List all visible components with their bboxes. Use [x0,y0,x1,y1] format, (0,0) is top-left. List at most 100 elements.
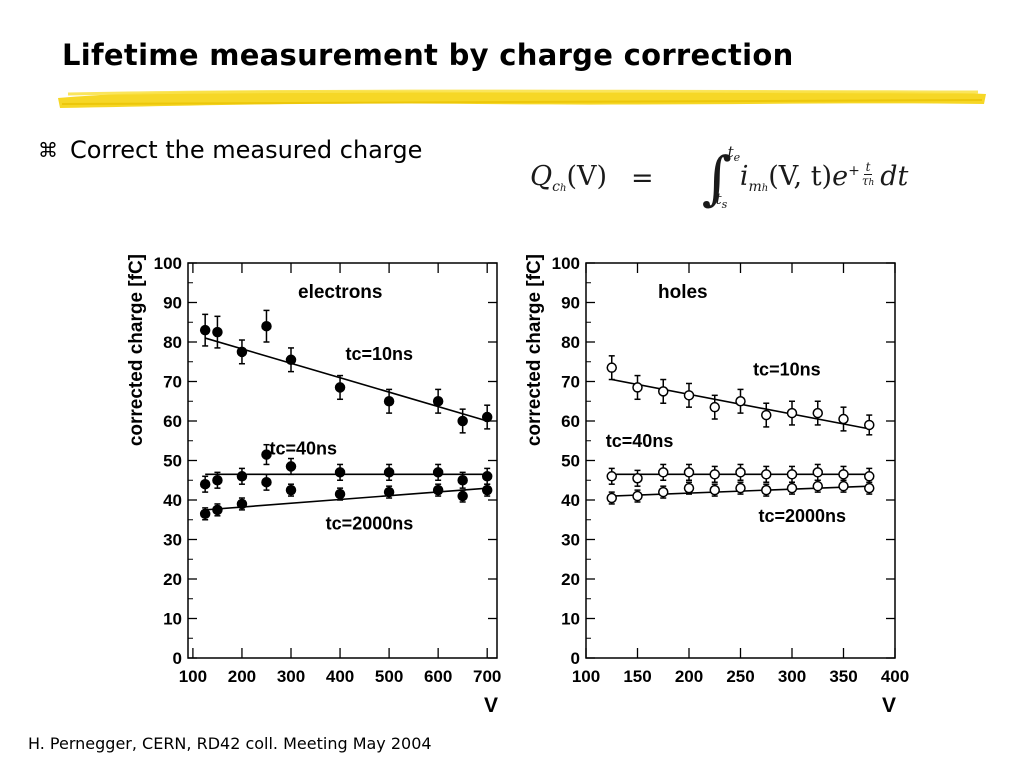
data-point [432,396,444,407]
command-key-icon: ⌘ [38,138,58,162]
y-axis-label: corrected charge [fC] [524,254,545,446]
electrons-chart: 0 10 20 30 40 50 60 70 80 90 100 100 200 300 400 500 600… [120,244,520,722]
data-point [383,467,395,478]
x-tick-label: 100 [179,667,207,686]
y-axis-label: corrected charge [fC] [126,254,147,446]
data-point [735,396,746,407]
data-point [735,482,746,494]
eq-lhs: Qch(V) [530,161,607,195]
holes-chart: 0 10 20 30 40 50 60 70 80 90 100 100 150 200 250 300 350… [518,244,918,722]
data-point [334,488,346,500]
eq-exp-base: e [832,160,849,192]
data-point [383,396,395,407]
x-tick-label: 100 [572,667,600,686]
data-point [457,490,468,502]
eq-frac-den: τh [862,174,875,189]
data-point [812,480,823,492]
y-tick-label: 10 [561,610,580,629]
data-point [261,320,272,332]
eq-lhs-sub-c: c [552,179,560,196]
plot-frame [585,262,896,659]
series-annotation: tc=2000ns [759,506,847,526]
y-tick-label: 70 [561,373,580,392]
data-point [457,475,468,486]
data-series [606,463,875,487]
data-point [761,469,772,480]
data-point [212,504,223,516]
data-point [786,469,798,480]
data-point [786,482,798,494]
data-point [864,419,875,431]
data-point [606,492,617,504]
x-tick-label: 200 [675,667,703,686]
bullet-text: Correct the measured charge [70,136,423,164]
eq-lhs-arg: (V) [566,160,608,192]
data-point [709,484,720,496]
data-point [285,461,297,472]
data-point [786,407,798,419]
fit-line [205,487,488,511]
data-point [838,413,849,425]
y-tick-label: 70 [163,373,182,392]
slide-title: Lifetime measurement by charge correctio… [62,38,794,72]
data-point [261,449,272,460]
data-point [632,490,643,502]
eq-differential: dt [880,160,909,192]
eq-i-sub-h: h [761,183,769,195]
data-series [199,309,493,434]
y-tick-label: 90 [163,294,182,313]
data-point [735,467,746,478]
data-point [606,362,617,373]
chart-title: holes [658,282,708,303]
data-point [212,475,223,486]
y-tick-label: 40 [561,491,580,510]
fit-line [204,337,488,422]
data-point [632,382,643,393]
x-axis-label: V [484,694,498,717]
x-tick-label: 400 [326,667,354,686]
series-annotation: tc=40ns [269,439,337,459]
eq-upper-t: t [727,143,734,161]
integral-sign: ∫ [701,144,732,212]
data-point [334,467,346,478]
y-tick-label: 20 [163,570,182,589]
data-point [812,467,823,478]
eq-lower-sub: s [721,198,728,211]
data-point [838,480,849,492]
data-point [864,471,875,482]
y-tick-label: 60 [163,412,182,431]
eq-upper-sub: e [733,151,741,164]
y-tick-label: 10 [163,610,182,629]
eq-frac-tau-sub: h [868,177,875,188]
data-point [481,484,493,496]
x-tick-label: 250 [726,667,754,686]
plot-frame [187,262,498,659]
data-point [236,471,248,482]
data-point [457,415,468,427]
data-point [658,386,669,397]
data-series [199,473,493,521]
data-point [199,508,211,520]
x-tick-label: 300 [778,667,806,686]
data-point [632,473,643,484]
data-point [432,484,444,496]
y-tick-label: 20 [561,570,580,589]
data-point [761,484,772,496]
electrons-chart-svg: 0 10 20 30 40 50 60 70 80 90 100 100 200 300 400 500 600… [126,254,501,717]
eq-lower-limit: ts [716,190,728,211]
x-tick-label: 400 [881,667,909,686]
data-point [199,478,211,490]
y-tick-label: 0 [571,649,580,668]
y-tick-label: 100 [552,254,580,273]
y-tick-label: 50 [163,452,182,471]
charge-correction-equation: Qch(V) = ∫ te ts imh(V, t)e+ t τh dt [530,138,908,218]
data-point [334,382,346,393]
data-point [709,469,720,480]
holes-chart-svg: 0 10 20 30 40 50 60 70 80 90 100 100 150 200 250 300 350… [524,254,909,717]
data-point [383,486,395,498]
data-point [683,390,695,401]
y-tick-label: 30 [163,531,182,550]
eq-i: i [739,160,749,192]
x-tick-label: 300 [277,667,305,686]
eq-lhs-sub-h: h [559,183,567,195]
